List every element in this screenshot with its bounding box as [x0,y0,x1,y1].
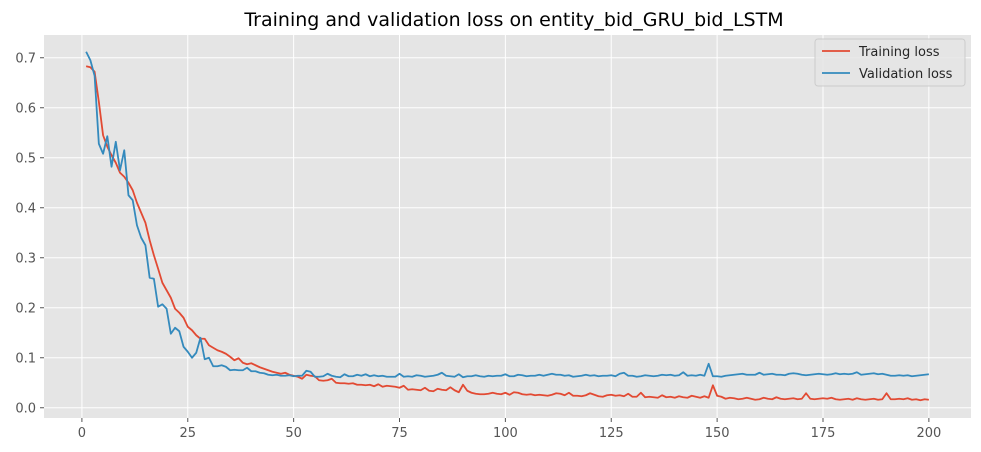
y-tick-label: 0.1 [15,351,36,366]
grid [44,35,971,418]
legend: Training loss Validation loss [814,38,966,87]
y-tick-label: 0.4 [15,201,36,216]
x-tick-label: 175 [811,426,836,441]
y-tick-label: 0.7 [15,51,36,66]
x-tick-label: 0 [78,426,86,441]
series-lines [85,51,929,402]
series-line-validation-loss [85,51,929,379]
y-tick-label: 0.6 [15,101,36,116]
y-tick-label: 0.5 [15,151,36,166]
x-tick-label: 125 [599,426,624,441]
x-tick-label: 150 [705,426,730,441]
x-tick-label: 50 [285,426,302,441]
y-tick-label: 0.2 [15,301,36,316]
x-tick-label: 75 [391,426,408,441]
legend-label-training: Training loss [858,45,940,60]
x-tick-label: 25 [179,426,196,441]
legend-box [814,38,966,87]
x-tick-label: 100 [493,426,518,441]
y-axis: 0.0 0.1 0.2 0.3 0.4 0.5 0.6 0.7 [15,51,44,416]
y-tick-label: 0.0 [15,401,36,416]
x-tick-label: 200 [916,426,941,441]
series-line-training-loss [85,65,929,402]
legend-label-validation: Validation loss [859,67,953,82]
plot-area [44,35,971,418]
x-axis: 0 25 50 75 100 125 150 175 200 [78,418,941,441]
chart-title: Training and validation loss on entity_b… [243,9,783,31]
y-tick-label: 0.3 [15,251,36,266]
